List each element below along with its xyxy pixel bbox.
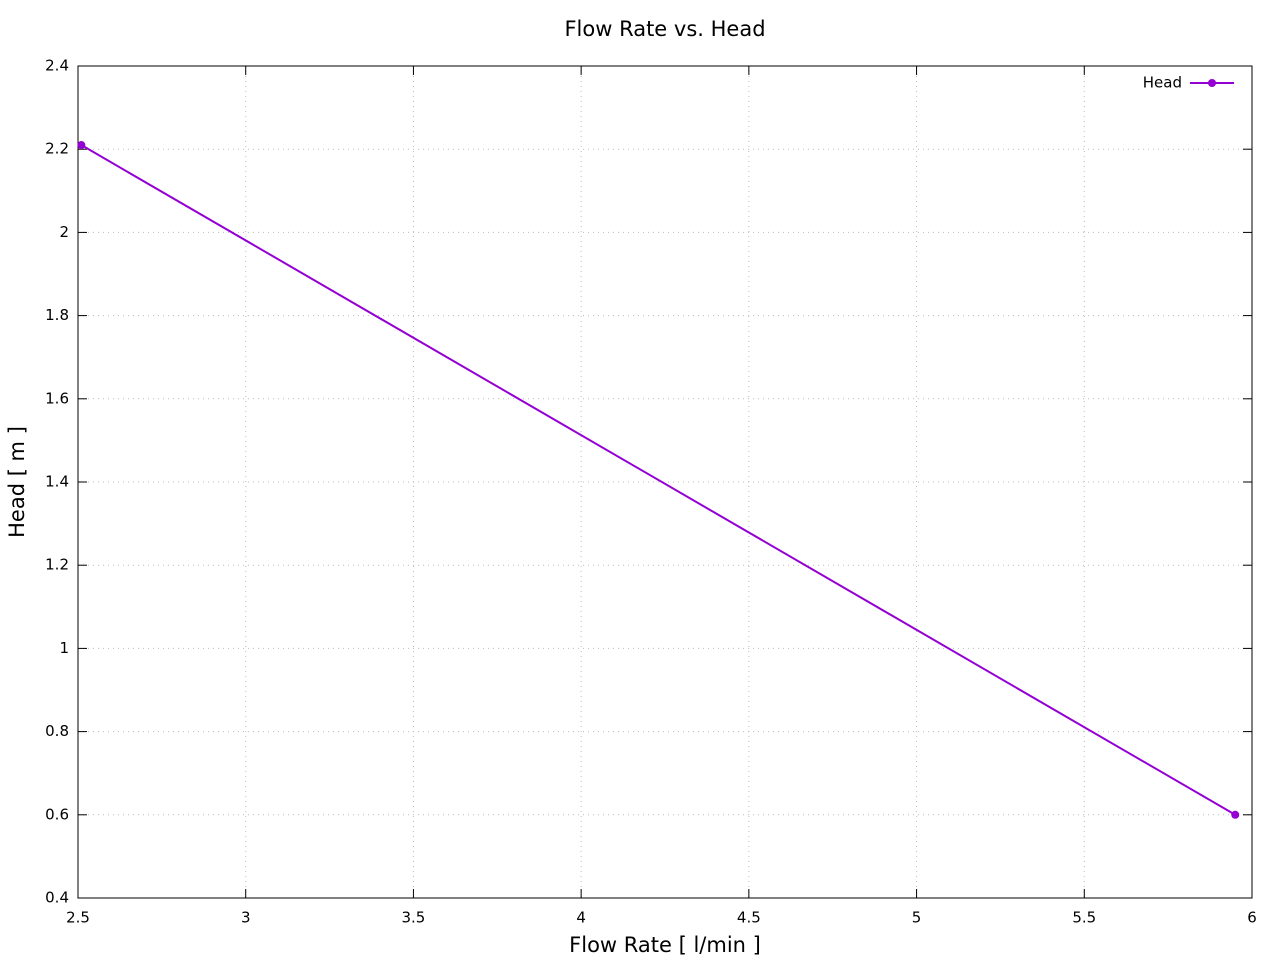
data-point	[77, 141, 86, 150]
legend-label: Head	[1143, 74, 1182, 92]
data-point	[1231, 810, 1240, 819]
y-tick-label: 2.2	[45, 140, 69, 158]
y-tick-label: 1.2	[45, 556, 69, 574]
y-tick-label: 0.4	[45, 889, 69, 907]
x-tick-label: 4	[576, 909, 586, 927]
y-tick-label: 1.4	[45, 473, 69, 491]
y-tick-label: 0.8	[45, 722, 69, 740]
y-tick-label: 2	[59, 223, 69, 241]
x-tick-label: 5	[912, 909, 922, 927]
x-tick-label: 6	[1247, 909, 1257, 927]
y-tick-label: 2.4	[45, 57, 69, 75]
y-tick-label: 1.6	[45, 389, 69, 407]
x-tick-label: 3.5	[401, 909, 425, 927]
x-tick-label: 2.5	[66, 909, 90, 927]
legend-marker	[1208, 79, 1216, 87]
x-tick-label: 5.5	[1072, 909, 1096, 927]
data-line	[80, 144, 1236, 816]
x-axis-label: Flow Rate [ l/min ]	[569, 933, 761, 957]
chart-title: Flow Rate vs. Head	[564, 17, 765, 41]
x-tick-label: 4.5	[737, 909, 761, 927]
y-tick-label: 1.8	[45, 306, 69, 324]
plot-frame	[77, 65, 1253, 899]
y-tick-label: 1	[59, 639, 69, 657]
x-tick-label: 3	[241, 909, 251, 927]
y-tick-label: 0.6	[45, 805, 69, 823]
y-axis-label: Head [ m ]	[5, 426, 29, 538]
